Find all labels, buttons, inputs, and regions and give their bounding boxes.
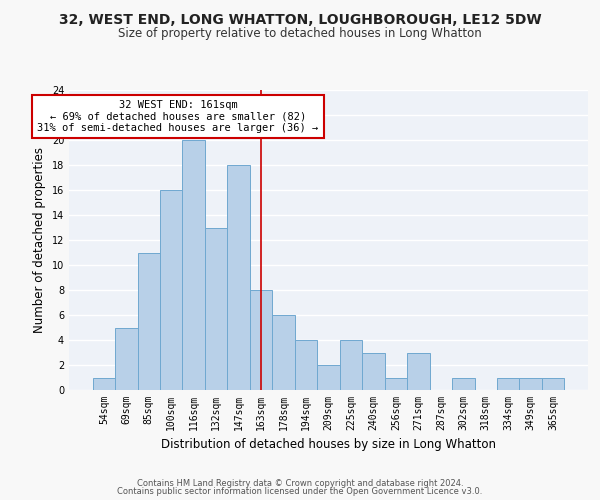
Bar — [92, 378, 115, 390]
Bar — [452, 378, 475, 390]
Bar — [385, 378, 407, 390]
Bar — [295, 340, 317, 390]
Text: Contains public sector information licensed under the Open Government Licence v3: Contains public sector information licen… — [118, 487, 482, 496]
Bar — [115, 328, 137, 390]
Bar — [317, 365, 340, 390]
Text: 32 WEST END: 161sqm
← 69% of detached houses are smaller (82)
31% of semi-detach: 32 WEST END: 161sqm ← 69% of detached ho… — [37, 100, 319, 133]
Bar — [520, 378, 542, 390]
Bar — [160, 190, 182, 390]
Bar — [250, 290, 272, 390]
Bar — [182, 140, 205, 390]
Bar — [362, 352, 385, 390]
Text: Contains HM Land Registry data © Crown copyright and database right 2024.: Contains HM Land Registry data © Crown c… — [137, 478, 463, 488]
Text: 32, WEST END, LONG WHATTON, LOUGHBOROUGH, LE12 5DW: 32, WEST END, LONG WHATTON, LOUGHBOROUGH… — [59, 12, 541, 26]
Bar — [272, 315, 295, 390]
Bar — [205, 228, 227, 390]
Bar — [137, 252, 160, 390]
Bar — [542, 378, 565, 390]
Y-axis label: Number of detached properties: Number of detached properties — [33, 147, 46, 333]
Bar — [340, 340, 362, 390]
Bar — [497, 378, 520, 390]
Bar — [407, 352, 430, 390]
Bar — [227, 165, 250, 390]
X-axis label: Distribution of detached houses by size in Long Whatton: Distribution of detached houses by size … — [161, 438, 496, 452]
Text: Size of property relative to detached houses in Long Whatton: Size of property relative to detached ho… — [118, 28, 482, 40]
